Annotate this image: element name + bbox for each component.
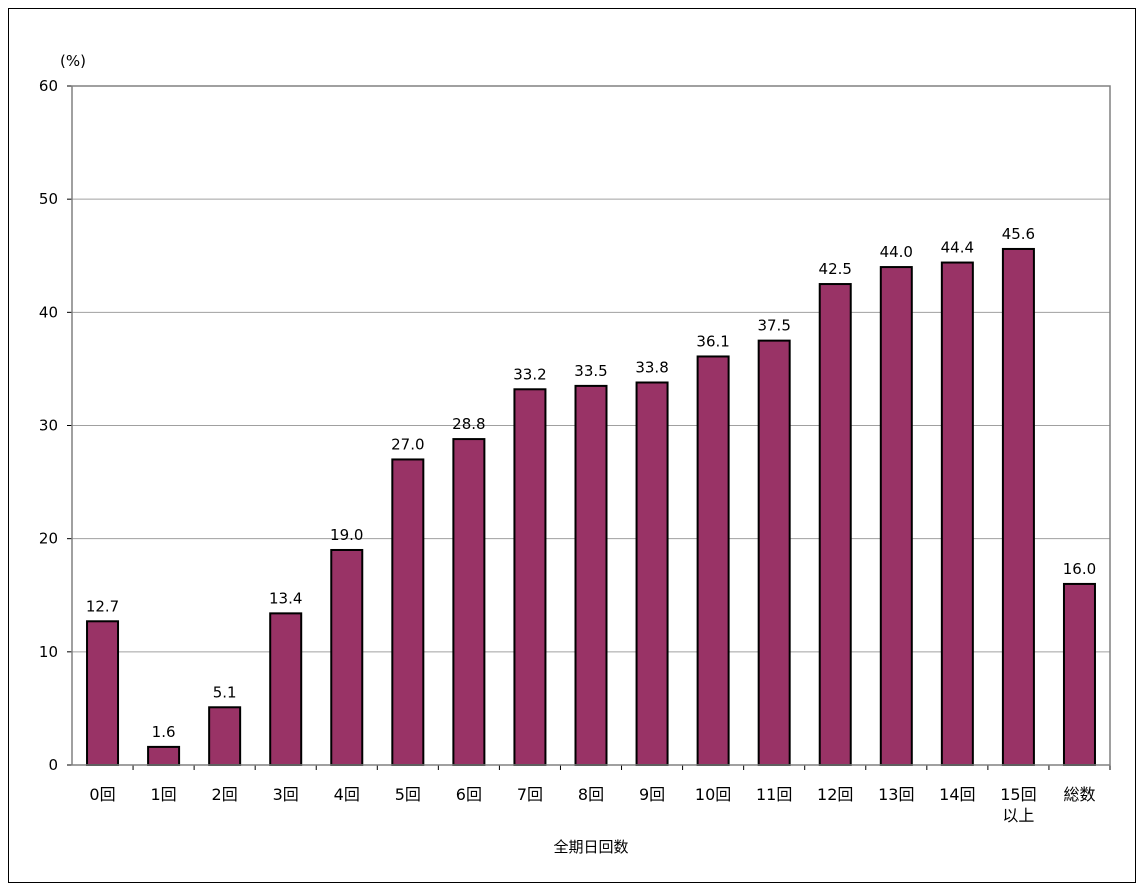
bar xyxy=(940,261,974,766)
y-tick-label: 40 xyxy=(39,303,58,321)
x-category-label: 1回 xyxy=(150,785,176,804)
y-tick-label: 10 xyxy=(39,643,58,661)
data-label: 28.8 xyxy=(452,415,485,433)
data-label: 33.8 xyxy=(635,358,668,376)
bars xyxy=(86,247,1096,767)
data-label: 12.7 xyxy=(86,597,119,615)
x-category-label: 9回 xyxy=(639,785,665,804)
data-label: 5.1 xyxy=(213,683,237,701)
x-category-label: 6回 xyxy=(456,785,482,804)
bar xyxy=(1001,247,1035,766)
x-category-label: 4回 xyxy=(334,785,360,804)
data-label: 13.4 xyxy=(269,589,302,607)
bar xyxy=(1062,582,1096,767)
x-category-label: 3回 xyxy=(273,785,299,804)
x-category-label: 8回 xyxy=(578,785,604,804)
bar xyxy=(147,745,181,766)
y-tick-label: 60 xyxy=(39,77,58,95)
data-label: 33.5 xyxy=(574,362,607,380)
x-category-label: 15回 xyxy=(1000,785,1036,804)
data-label: 27.0 xyxy=(391,435,424,453)
data-label: 45.6 xyxy=(1002,225,1035,243)
x-category-label: 14回 xyxy=(939,785,975,804)
x-category-label: 7回 xyxy=(517,785,543,804)
data-label: 1.6 xyxy=(152,723,176,741)
x-category-label: 5回 xyxy=(395,785,421,804)
x-category-label: 12回 xyxy=(817,785,853,804)
plot-area-border xyxy=(71,85,1111,766)
y-tick-label: 0 xyxy=(48,756,58,774)
bar xyxy=(879,266,913,766)
y-tick-label: 50 xyxy=(39,190,58,208)
bar xyxy=(391,458,425,766)
data-label: 16.0 xyxy=(1063,560,1096,578)
x-category-label: 0回 xyxy=(89,785,115,804)
data-label: 42.5 xyxy=(819,260,852,278)
x-category-label: 総数 xyxy=(1063,785,1095,804)
bar xyxy=(208,706,242,766)
data-label: 36.1 xyxy=(696,332,729,350)
bar xyxy=(86,620,120,766)
data-label: 33.2 xyxy=(513,365,546,383)
x-category-label: 10回 xyxy=(695,785,731,804)
data-label: 37.5 xyxy=(757,317,790,335)
y-tick-label: 20 xyxy=(39,530,58,548)
x-category-label: 13回 xyxy=(878,785,914,804)
y-axis-unit-label: (%) xyxy=(60,52,86,70)
bar xyxy=(330,548,364,766)
x-axis-title: 全期日回数 xyxy=(553,838,628,856)
data-label: 44.4 xyxy=(941,239,974,257)
x-category-label: 以上 xyxy=(1002,806,1034,825)
bar xyxy=(635,381,669,766)
x-category-label: 2回 xyxy=(212,785,238,804)
bar xyxy=(452,438,486,766)
x-category-label: 11回 xyxy=(756,785,792,804)
x-category-labels: 0回 1回 2回 3回 4回 5回 6回 7回 8回 9回 10回 11回 12回 13回 14回 15回以上… xyxy=(89,765,1111,825)
data-label: 44.0 xyxy=(880,243,913,261)
bar xyxy=(757,339,791,766)
bar xyxy=(269,612,303,767)
bar xyxy=(574,384,608,766)
y-tick-labels: 0 10 20 30 40 50 60 xyxy=(39,77,72,774)
y-tick-label: 30 xyxy=(39,417,58,435)
data-label: 19.0 xyxy=(330,526,363,544)
bar xyxy=(818,283,852,766)
value-labels: 12.7 1.6 5.1 13.4 19.0 27.0 28.8 33.2 33.5 33.8 36… xyxy=(86,225,1096,741)
bar xyxy=(696,355,730,766)
bar xyxy=(513,388,547,766)
